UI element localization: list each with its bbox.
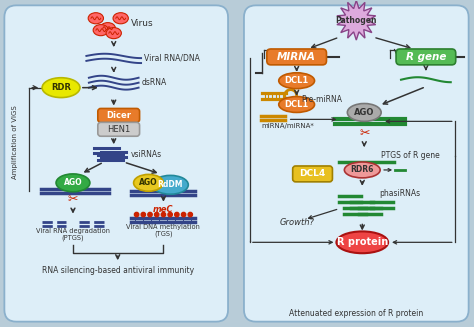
FancyBboxPatch shape	[396, 49, 456, 65]
Text: MIRNA: MIRNA	[277, 52, 316, 62]
FancyBboxPatch shape	[244, 5, 469, 322]
Text: dsRNA: dsRNA	[142, 78, 167, 87]
Text: miRNA/miRNA*: miRNA/miRNA*	[262, 123, 315, 129]
Text: DCL4: DCL4	[300, 169, 326, 179]
Text: Amplification of VIGS: Amplification of VIGS	[12, 105, 18, 179]
Ellipse shape	[113, 13, 128, 24]
Ellipse shape	[100, 23, 115, 34]
Circle shape	[182, 212, 186, 217]
Text: Pre-miRNA: Pre-miRNA	[301, 95, 343, 104]
Circle shape	[141, 212, 146, 217]
Circle shape	[135, 212, 139, 217]
Ellipse shape	[279, 73, 315, 89]
Text: RNA silencing-based antiviral immunity: RNA silencing-based antiviral immunity	[42, 266, 194, 275]
Ellipse shape	[347, 104, 381, 121]
Text: DCL1: DCL1	[284, 76, 309, 85]
Text: PTGS of R gene: PTGS of R gene	[381, 150, 440, 160]
Ellipse shape	[279, 96, 315, 112]
Ellipse shape	[337, 232, 388, 253]
Text: Virus: Virus	[131, 19, 153, 28]
Text: Viral RNA degradation
(PTGS): Viral RNA degradation (PTGS)	[36, 228, 110, 241]
Text: ✂: ✂	[68, 193, 78, 206]
Text: phasiRNAs: phasiRNAs	[379, 189, 420, 198]
Ellipse shape	[56, 174, 90, 192]
Ellipse shape	[134, 174, 164, 191]
Text: HEN1: HEN1	[107, 125, 130, 134]
Text: meC: meC	[153, 205, 173, 214]
Text: RDR: RDR	[51, 83, 71, 92]
Text: R gene: R gene	[406, 52, 446, 62]
Text: Viral DNA methylation
(TGS): Viral DNA methylation (TGS)	[127, 224, 201, 237]
Text: DCL1: DCL1	[284, 100, 309, 109]
Ellipse shape	[93, 25, 109, 36]
Circle shape	[148, 212, 152, 217]
Circle shape	[168, 212, 173, 217]
Text: RdDM: RdDM	[158, 180, 183, 189]
Text: AGO: AGO	[139, 178, 158, 187]
Circle shape	[161, 212, 165, 217]
Circle shape	[188, 212, 192, 217]
FancyBboxPatch shape	[267, 49, 327, 65]
Text: AGO: AGO	[354, 108, 374, 117]
Ellipse shape	[345, 162, 380, 178]
Text: Growth?: Growth?	[280, 218, 315, 227]
Text: Viral RNA/DNA: Viral RNA/DNA	[144, 53, 200, 62]
Ellipse shape	[42, 78, 80, 97]
Text: AGO: AGO	[64, 178, 82, 187]
Ellipse shape	[106, 27, 121, 39]
FancyBboxPatch shape	[4, 5, 228, 322]
Text: Pathogen: Pathogen	[336, 16, 377, 25]
Text: vsiRNAs: vsiRNAs	[131, 149, 162, 159]
Polygon shape	[337, 0, 376, 40]
Text: Attenuated expression of R protein: Attenuated expression of R protein	[289, 309, 423, 318]
FancyBboxPatch shape	[292, 166, 332, 182]
Text: ✂: ✂	[359, 127, 370, 140]
Circle shape	[155, 212, 159, 217]
Ellipse shape	[88, 13, 103, 24]
Text: R protein: R protein	[337, 237, 388, 247]
Ellipse shape	[153, 175, 188, 194]
Circle shape	[174, 212, 179, 217]
FancyBboxPatch shape	[98, 109, 139, 122]
FancyBboxPatch shape	[98, 122, 139, 136]
Text: Dicer: Dicer	[106, 111, 131, 120]
Text: RDR6: RDR6	[351, 165, 374, 174]
